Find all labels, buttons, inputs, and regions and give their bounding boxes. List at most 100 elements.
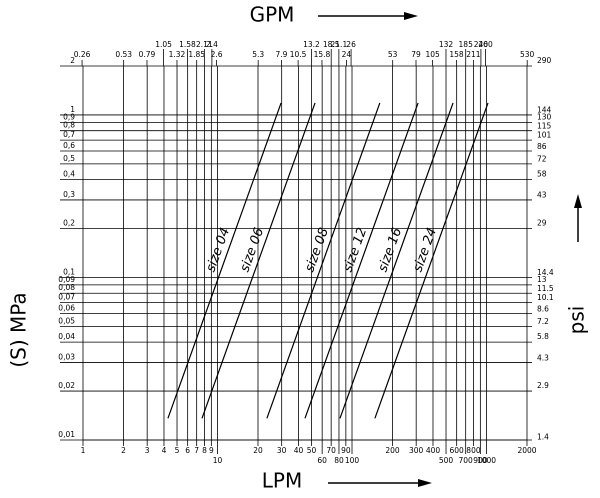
y2-title: psi (565, 306, 589, 335)
x-tick-label: 100 (345, 456, 360, 465)
x2-tick-label: 24 (342, 50, 352, 59)
x-tick-label: 6 (185, 446, 190, 455)
y2-tick-label: 43 (537, 191, 547, 200)
y-tick-label: 0,02 (58, 381, 75, 390)
x2-tick-label: 2.6 (211, 50, 223, 59)
y2-tick-label: 4.3 (537, 353, 549, 362)
y2-tick-label: 14.4 (537, 268, 554, 277)
x2-tick-label: 0.26 (74, 50, 91, 59)
y2-tick-label: 72 (537, 154, 547, 163)
x2-tick-label: 21.1 (331, 40, 348, 49)
arrow (318, 12, 418, 20)
x2-tick-label: 0.79 (139, 50, 156, 59)
series-line (266, 102, 381, 419)
y-tick-label: 0,09 (58, 275, 75, 284)
y2-tick-label: 29 (537, 219, 547, 228)
x2-tick-label: 240 (474, 40, 489, 49)
x-tick-label: 90 (341, 446, 351, 455)
y2-tick-label: 7.2 (537, 317, 549, 326)
y-tick-label: 0,3 (63, 190, 75, 199)
x-tick-label: 8 (202, 446, 207, 455)
x2-tick-label: 13.2 (303, 40, 320, 49)
x-tick-label: 1 (81, 446, 86, 455)
x-tick-label: 200 (385, 446, 400, 455)
y-title: (S) MPa (7, 292, 31, 367)
y2-tick-label: 11.5 (537, 284, 554, 293)
y2-tick-label: 2.9 (537, 381, 549, 390)
x-tick-label: 3 (145, 446, 150, 455)
series-line (339, 102, 454, 419)
x-tick-label: 80 (334, 456, 344, 465)
x-tick-label: 400 (426, 446, 441, 455)
x2-tick-label: 2.4 (206, 40, 218, 49)
x2-tick-label: 105 (425, 50, 440, 59)
y-tick-label: 0,9 (63, 112, 75, 121)
y-tick-label: 2 (70, 56, 75, 65)
x2-tick-label: 53 (388, 50, 398, 59)
x2-tick-label: 211 (466, 50, 481, 59)
x-tick-label: 2000 (517, 446, 536, 455)
x2-title: GPM (250, 3, 295, 27)
x-tick-label: 9 (209, 446, 214, 455)
series-line (167, 102, 282, 419)
y2-tick-label: 115 (537, 121, 552, 130)
x2-tick-label: 26 (346, 40, 356, 49)
y-tick-label: 1 (70, 105, 75, 114)
x2-tick-label: 18.5 (323, 40, 340, 49)
y2-tick-label: 130 (537, 113, 552, 122)
x-tick-label: 2 (121, 446, 126, 455)
x2-tick-label: 260 (478, 40, 493, 49)
x2-tick-label: 1.05 (155, 40, 172, 49)
y2-tick-label: 5.8 (537, 332, 549, 341)
y2-tick-label: 101 (537, 130, 552, 139)
series-line (201, 102, 316, 419)
y2-tick-label: 1.4 (537, 432, 549, 441)
x2-tick-label: 1.85 (188, 50, 205, 59)
x2-tick-label: 2.11 (196, 40, 213, 49)
x2-tick-label: 1.32 (169, 50, 186, 59)
x2-tick-label: 7.9 (276, 50, 288, 59)
x-tick-label: 30 (277, 446, 287, 455)
y2-tick-label: 58 (537, 170, 547, 179)
x-tick-label: 300 (409, 446, 424, 455)
x-tick-label: 40 (294, 446, 304, 455)
y-tick-label: 0,1 (63, 267, 75, 276)
x-tick-label: 20 (253, 446, 263, 455)
x-tick-label: 800 (466, 446, 481, 455)
y-tick-label: 0,05 (58, 316, 75, 325)
x-tick-label: 5 (175, 446, 180, 455)
x-tick-label: 500 (439, 456, 454, 465)
y-tick-label: 0,03 (58, 352, 75, 361)
x2-tick-label: 5.3 (252, 50, 264, 59)
x2-tick-label: 0.53 (115, 50, 132, 59)
x2-tick-label: 79 (411, 50, 421, 59)
x-title: LPM (262, 469, 302, 493)
x-tick-label: 600 (450, 446, 465, 455)
series-line (304, 102, 419, 419)
y2-tick-label: 144 (537, 105, 552, 114)
x-tick-label: 7 (194, 446, 199, 455)
y-tick-label: 0,01 (58, 430, 75, 439)
y-tick-label: 0,07 (58, 293, 75, 302)
y-tick-label: 0,06 (58, 304, 75, 313)
x2-tick-label: 185 (459, 40, 474, 49)
x2-tick-label: 158 (449, 50, 464, 59)
arrow (328, 479, 432, 487)
x-tick-label: 1000 (477, 456, 496, 465)
y2-tick-label: 13 (537, 275, 547, 284)
y-tick-label: 0,4 (63, 170, 75, 179)
y-tick-label: 0,08 (58, 283, 75, 292)
y2-tick-label: 86 (537, 142, 547, 151)
x-tick-label: 10 (213, 456, 223, 465)
arrow (574, 194, 582, 242)
y-tick-label: 0,5 (63, 154, 75, 163)
y-tick-label: 0,04 (58, 332, 75, 341)
x2-tick-label: 1.58 (179, 40, 196, 49)
x-tick-label: 60 (317, 456, 327, 465)
x2-tick-label: 10.5 (290, 50, 307, 59)
x-tick-label: 700 (459, 456, 474, 465)
y-tick-label: 0,2 (63, 219, 75, 228)
y-tick-label: 0,6 (63, 141, 75, 150)
x2-tick-label: 530 (520, 50, 535, 59)
